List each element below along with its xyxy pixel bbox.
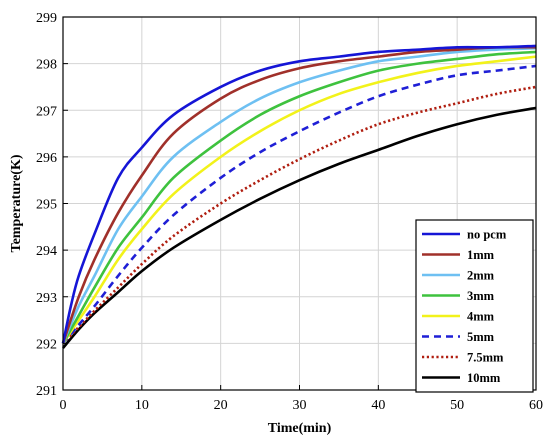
y-tick-label: 298 (36, 58, 57, 73)
legend-label: 5mm (467, 330, 495, 344)
legend-label: 4mm (467, 310, 495, 324)
y-tick-label: 292 (36, 337, 57, 352)
legend-label: no pcm (467, 228, 507, 242)
series-line-2mm (61, 46, 537, 344)
x-tick-label: 60 (529, 398, 543, 413)
y-tick-label: 299 (36, 11, 57, 26)
legend: no pcm 1mm 2mm 3mm 4mm 5mm 7.5mm 10mm (415, 219, 534, 393)
y-axis-label: Temperature(K) (9, 154, 24, 252)
y-tick-label: 297 (36, 104, 57, 119)
series-line-7-5mm (62, 85, 537, 345)
series-line-3mm (61, 50, 537, 345)
legend-label: 1mm (467, 248, 495, 262)
series-line-no-pcm (61, 44, 537, 344)
series-lines (61, 44, 537, 349)
series-line-5mm (62, 64, 537, 345)
x-tick-label: 20 (214, 398, 228, 413)
x-tick-label: 50 (450, 398, 464, 413)
y-tick-label: 293 (36, 291, 57, 306)
legend-box (415, 219, 534, 393)
tick-labels: 0 10 20 30 40 50 60 291 292 293 294 295 296 297 298 299 (36, 11, 543, 413)
legend-label: 3mm (467, 289, 495, 303)
legend-label: 7.5mm (467, 351, 504, 365)
y-tick-label: 291 (36, 384, 57, 399)
series-line-4mm (61, 55, 537, 345)
series-line-1mm (61, 45, 537, 344)
x-tick-label: 30 (293, 398, 307, 413)
x-tick-label: 10 (135, 398, 149, 413)
legend-label: 2mm (467, 269, 495, 283)
y-tick-label: 294 (36, 244, 57, 259)
y-tick-label: 295 (36, 198, 57, 213)
x-tick-label: 40 (371, 398, 385, 413)
x-axis-label: Time(min) (268, 421, 332, 436)
y-tick-label: 296 (36, 151, 57, 166)
series-line-10mm (62, 106, 537, 349)
x-tick-label: 0 (60, 398, 67, 413)
legend-label: 10mm (467, 371, 501, 385)
